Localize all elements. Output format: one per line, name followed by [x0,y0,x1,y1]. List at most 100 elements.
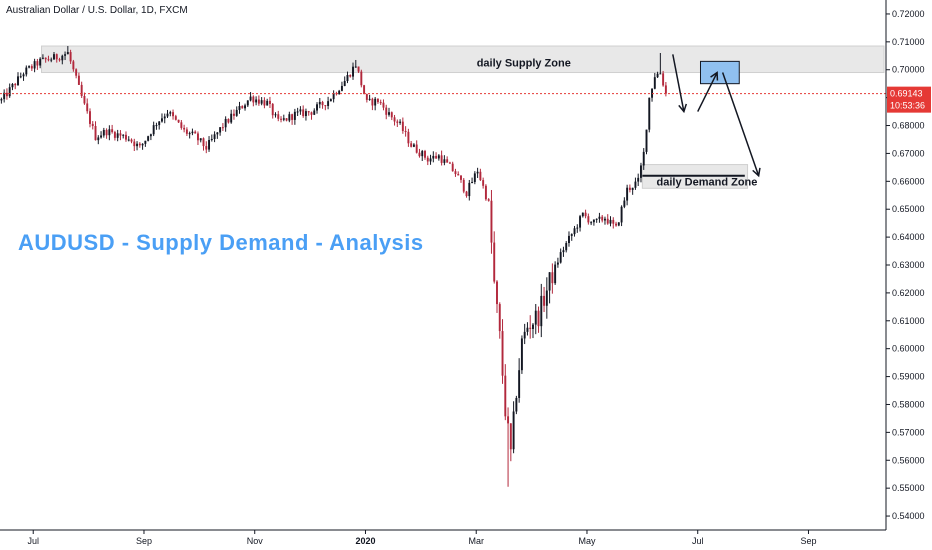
arrow-head [678,103,688,114]
candle-body [484,185,487,200]
candle-body [194,131,197,134]
candle-body [526,327,529,332]
candle-body [55,54,58,60]
candle-body [138,143,141,146]
candle-body [512,411,515,450]
candle-body [446,159,449,163]
y-tick-label: 0.59000 [892,372,925,382]
candle-body [249,96,252,101]
candle-body [288,114,291,121]
candle-body [642,151,645,166]
candle-body [363,85,366,95]
candle-body [196,133,199,141]
candle-body [462,179,465,192]
candle-body [133,141,136,147]
y-tick-label: 0.71000 [892,37,925,47]
candle-body [382,102,385,108]
target-box[interactable] [699,60,740,85]
candle-body [158,121,161,126]
candle-body [620,206,623,223]
candle-body [595,218,598,220]
candle-body [163,116,166,119]
candle-body [130,139,133,142]
symbol-legend[interactable]: Australian Dollar / U.S. Dollar, 1D, FXC… [6,5,188,16]
candle-body [282,118,285,120]
candle-body [465,191,468,197]
candle-body [116,133,119,138]
candle-body [604,218,606,221]
candle-body [570,234,573,236]
candle-body [113,132,116,138]
candle-body [8,87,11,97]
candle-body [606,218,609,224]
x-tick-label: May [578,536,596,546]
candle-body [656,73,659,78]
candle-body [274,114,277,116]
candle-body [318,101,321,105]
candle-body [390,112,393,118]
candle-body [125,134,127,140]
candle-body [105,129,108,136]
candle-body [493,242,496,282]
candle-body [329,99,332,102]
candles-layer [0,46,667,487]
candle-body [653,77,656,89]
candle-body [260,100,263,104]
candle-body [634,181,637,188]
candle-body [590,222,593,224]
candle-body [648,97,651,130]
current-price-tag: 0.69143 10:53:36 [887,86,931,113]
candle-body [155,125,158,127]
candle-body [360,71,363,86]
candle-body [111,129,114,133]
candle-body [152,125,155,135]
candle-body [235,109,238,116]
candle-body [498,304,501,332]
candle-body [293,111,296,120]
arrow-line[interactable] [721,72,760,176]
candle-body [102,129,105,136]
candle-body [332,93,335,100]
y-tick-label: 0.60000 [892,344,925,354]
candle-body [161,118,163,122]
candle-body [0,99,3,101]
candle-body [50,59,53,61]
candle-body [412,144,415,147]
candle-body [216,132,219,135]
candle-body [313,110,316,115]
candle-body [136,143,139,147]
candle-body [72,61,75,70]
arrow-line[interactable] [672,54,685,112]
candle-body [352,66,354,77]
candle-body [47,59,50,61]
candle-body [266,100,269,106]
candle-body [545,290,548,306]
x-tick-label: Jul [692,536,704,546]
candle-body [393,117,396,122]
candle-body [232,113,235,116]
supply-zone[interactable] [41,45,885,74]
candle-body [343,81,346,86]
candle-body [291,114,294,120]
arrow-head [710,71,719,81]
candle-body [327,101,330,106]
candle-body [83,95,86,104]
candle-body [457,174,460,176]
candle-body [424,151,426,158]
arrow-line[interactable] [697,72,718,112]
candle-body [435,155,438,159]
candle-body [637,177,640,182]
candle-body [224,118,227,128]
candle-body [19,76,22,78]
candle-body [30,66,33,69]
candle-body [385,107,388,115]
y-tick-label: 0.54000 [892,511,925,521]
candle-body [321,101,324,106]
candle-body [479,171,482,181]
candle-body [443,159,446,163]
price-axis[interactable] [887,0,932,550]
x-tick-label: Sep [136,536,152,546]
candle-body [299,109,302,112]
candle-body [75,69,78,76]
